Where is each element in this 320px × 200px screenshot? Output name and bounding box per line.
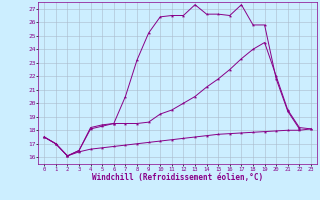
X-axis label: Windchill (Refroidissement éolien,°C): Windchill (Refroidissement éolien,°C) [92, 173, 263, 182]
